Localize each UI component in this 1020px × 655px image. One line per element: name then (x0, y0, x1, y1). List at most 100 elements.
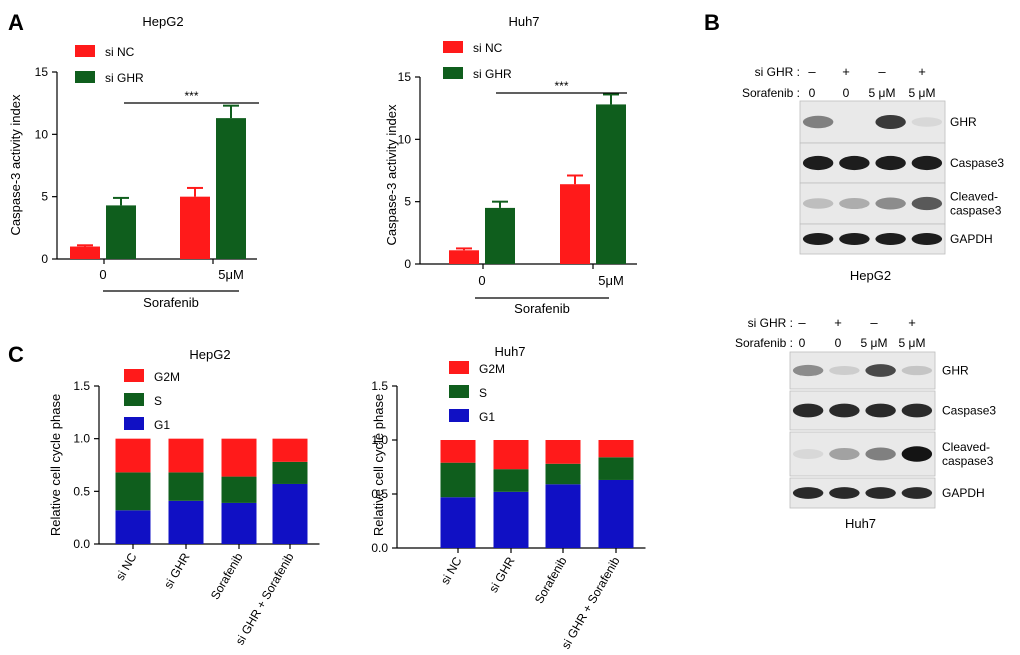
lane-dose: 5 μM (909, 86, 936, 100)
x-tick-label: si GHR (486, 554, 518, 595)
y-tick-label: 0.5 (73, 484, 90, 498)
blot-band (901, 403, 933, 418)
blot-band (792, 364, 824, 377)
chart-title: Huh7 (508, 14, 539, 29)
x-tick-label: 5μM (218, 267, 244, 282)
blot-band (839, 233, 870, 245)
y-tick-label: 10 (398, 132, 412, 146)
x-tick-label: si NC (438, 554, 465, 587)
stacked-bar-segment (598, 479, 634, 548)
chart-title: HepG2 (189, 347, 230, 362)
blot-band (911, 233, 943, 245)
blot-band (865, 364, 896, 377)
blot-band (865, 403, 896, 418)
blot-band (911, 155, 943, 171)
stacked-bar-segment (545, 463, 581, 485)
lane-dose: 0 (835, 336, 842, 350)
blot-band (802, 155, 834, 171)
band-label: Cleaved- (942, 440, 990, 454)
legend-swatch (449, 385, 469, 398)
y-tick-label: 1.5 (371, 379, 388, 393)
stacked-bar-segment (221, 476, 257, 503)
lane-dose: 5 μM (899, 336, 926, 350)
lane-sign: – (808, 64, 816, 79)
blot-cell-line: HepG2 (850, 268, 891, 283)
blot-cell-line: Huh7 (845, 516, 876, 531)
legend-swatch (124, 417, 144, 430)
blot-band (911, 196, 943, 211)
blot-band (901, 487, 933, 499)
chart-title: HepG2 (142, 14, 183, 29)
y-tick-label: 1.0 (73, 432, 90, 446)
blot-band (865, 487, 896, 499)
stacked-bar-segment (168, 472, 204, 501)
blot-band (829, 403, 860, 418)
band-label: GAPDH (950, 232, 993, 246)
stacked-bar-segment (493, 491, 529, 548)
lane-sign: + (918, 64, 926, 79)
significance-label: *** (554, 79, 568, 93)
stacked-bar-segment (545, 484, 581, 548)
legend-label: si NC (473, 41, 503, 55)
y-tick-label: 0.0 (371, 541, 388, 555)
legend-swatch (443, 41, 463, 53)
y-tick-label: 0.0 (73, 537, 90, 551)
y-tick-label: 0 (41, 252, 48, 266)
bar (70, 246, 100, 259)
stacked-bar-segment (440, 497, 476, 548)
stacked-bar-segment (221, 438, 257, 477)
blot-band (875, 155, 906, 171)
bar (560, 184, 590, 264)
chart-title: Huh7 (494, 344, 525, 359)
stacked-bar-segment (493, 440, 529, 470)
stacked-bar-segment (598, 457, 634, 480)
western-blot-hepg2: si GHR :Sorafenib :– + – +0 0 5 μM 5 μMGHRCasp… (742, 64, 1004, 283)
panel-label-c: C (8, 342, 24, 367)
bar (596, 104, 626, 264)
stacked-bar-segment (440, 462, 476, 498)
chart-c-hepg2: HepG2 Relative cell cycle phase 0.0 0.5 1.0 1… (48, 347, 320, 647)
blot-band (792, 403, 824, 418)
stacked-bar-segment (440, 440, 476, 463)
charts-layer: HepG2 Caspase-3 activity index 0 5 10 15 0 5μM S… (8, 14, 646, 651)
x-tick-label: si GHR + Sorafenib (559, 554, 623, 651)
blot-band (829, 365, 860, 376)
band-label: GAPDH (942, 486, 985, 500)
y-tick-label: 1.5 (73, 379, 90, 393)
band-label: caspase3 (950, 204, 1002, 218)
blot-row-label: Sorafenib : (742, 86, 800, 100)
western-blot-huh7: si GHR :Sorafenib :– + – +0 0 5 μM 5 μMGHRCasp… (735, 315, 996, 531)
stacked-bar-segment (545, 440, 581, 464)
lane-dose: 0 (799, 336, 806, 350)
lane-sign: + (908, 315, 916, 330)
blot-band (865, 447, 896, 461)
x-tick-label: 0 (478, 273, 485, 288)
blot-row-label: Sorafenib : (735, 336, 793, 350)
legend-label: si NC (105, 45, 135, 59)
legend-swatch (124, 369, 144, 382)
blot-band (792, 487, 824, 499)
band-label: Caspase3 (942, 404, 996, 418)
panel-label-a: A (8, 10, 24, 35)
legend-swatch (449, 361, 469, 374)
group-label: Sorafenib (514, 301, 570, 316)
blot-band (901, 446, 933, 462)
x-tick-label: si GHR + Sorafenib (233, 550, 297, 647)
stacked-bar-segment (115, 438, 151, 473)
blot-band (911, 117, 943, 127)
legend-label: G2M (479, 362, 505, 376)
chart-c-huh7: Huh7 Relative cell cycle phase 0.0 0.5 1.0 1.… (371, 344, 646, 651)
y-axis-label: Relative cell cycle phase (48, 394, 63, 536)
blot-band (839, 197, 870, 210)
bar (180, 196, 210, 259)
x-tick-label: Sorafenib (532, 554, 570, 606)
lane-sign: – (870, 315, 878, 330)
stacked-bar-segment (598, 440, 634, 458)
chart-a-hepg2: HepG2 Caspase-3 activity index 0 5 10 15 0 5μM S… (8, 14, 259, 310)
legend-label: si GHR (473, 67, 512, 81)
blot-band (792, 449, 824, 459)
blot-band (901, 365, 933, 376)
group-label: Sorafenib (143, 295, 199, 310)
stacked-bar-segment (221, 502, 257, 544)
